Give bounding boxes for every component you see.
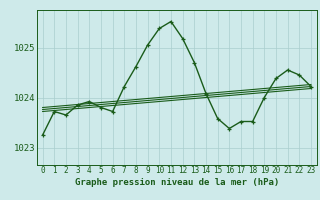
- X-axis label: Graphe pression niveau de la mer (hPa): Graphe pression niveau de la mer (hPa): [75, 178, 279, 187]
